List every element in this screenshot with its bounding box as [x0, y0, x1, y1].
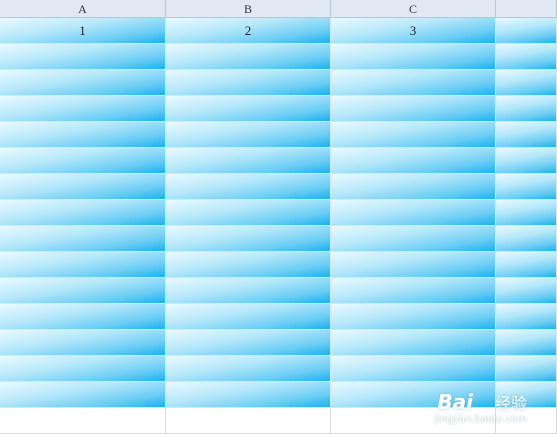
cell[interactable] [496, 122, 557, 148]
cell[interactable] [496, 200, 557, 226]
cell[interactable] [166, 330, 331, 356]
cell[interactable] [496, 408, 557, 434]
cell[interactable] [496, 226, 557, 252]
cell[interactable]: 2 [166, 18, 331, 44]
cell[interactable] [496, 356, 557, 382]
cell[interactable] [0, 382, 166, 408]
cell[interactable] [496, 96, 557, 122]
cell[interactable] [496, 18, 557, 44]
cell[interactable] [166, 356, 331, 382]
watermark: Bai 经验 jingyan.baidu.com [435, 390, 527, 425]
cell[interactable] [166, 382, 331, 408]
cell[interactable] [0, 330, 166, 356]
cell[interactable] [0, 44, 166, 70]
cell[interactable] [496, 70, 557, 96]
cell[interactable] [0, 70, 166, 96]
cell[interactable] [0, 356, 166, 382]
cell[interactable] [166, 148, 331, 174]
cell[interactable] [496, 330, 557, 356]
cell[interactable] [0, 278, 166, 304]
cell[interactable] [331, 252, 496, 278]
cell[interactable] [0, 408, 166, 434]
cell[interactable] [496, 174, 557, 200]
cell[interactable] [0, 174, 166, 200]
cell[interactable] [331, 278, 496, 304]
cell[interactable] [0, 252, 166, 278]
cell[interactable] [496, 304, 557, 330]
cell[interactable] [166, 252, 331, 278]
cell[interactable] [331, 226, 496, 252]
cell[interactable] [496, 278, 557, 304]
column-header[interactable] [496, 0, 557, 18]
cell[interactable] [166, 304, 331, 330]
cell[interactable] [0, 148, 166, 174]
cell[interactable] [331, 356, 496, 382]
column-header[interactable]: A [0, 0, 166, 18]
column-header[interactable]: C [331, 0, 496, 18]
watermark-product: 经验 [494, 394, 527, 413]
cell[interactable] [331, 200, 496, 226]
cell[interactable] [331, 408, 496, 434]
cell[interactable] [0, 122, 166, 148]
cell[interactable] [166, 44, 331, 70]
cell[interactable] [331, 148, 496, 174]
cell[interactable] [331, 96, 496, 122]
cell[interactable]: 3 [331, 18, 496, 44]
cell[interactable] [0, 304, 166, 330]
cell[interactable] [331, 304, 496, 330]
cell[interactable] [331, 70, 496, 96]
cell[interactable] [331, 382, 496, 408]
cell[interactable] [496, 44, 557, 70]
cell[interactable] [166, 174, 331, 200]
cell[interactable] [166, 226, 331, 252]
cell[interactable] [166, 408, 331, 434]
cell[interactable] [331, 44, 496, 70]
watermark-brand: Bai [437, 390, 473, 414]
cell[interactable] [0, 200, 166, 226]
cell[interactable] [166, 278, 331, 304]
cell[interactable] [166, 70, 331, 96]
cell[interactable]: 1 [0, 18, 166, 44]
cell[interactable] [166, 200, 331, 226]
cell[interactable] [0, 226, 166, 252]
cell[interactable] [496, 252, 557, 278]
cell[interactable] [0, 96, 166, 122]
cell[interactable] [496, 382, 557, 408]
column-header[interactable]: B [166, 0, 331, 18]
cell[interactable] [331, 174, 496, 200]
watermark-url: jingyan.baidu.com [434, 414, 527, 425]
cell[interactable] [331, 330, 496, 356]
cell[interactable] [166, 96, 331, 122]
cell[interactable] [166, 122, 331, 148]
cell[interactable] [496, 148, 557, 174]
cell[interactable] [331, 122, 496, 148]
